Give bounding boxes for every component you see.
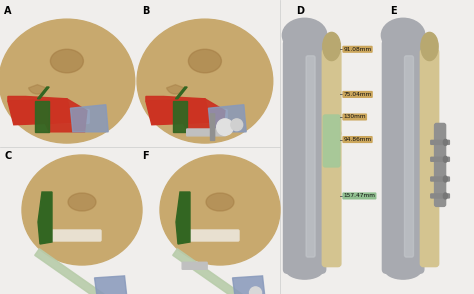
Text: D: D — [296, 6, 304, 16]
Ellipse shape — [443, 156, 447, 162]
Ellipse shape — [22, 155, 142, 265]
FancyBboxPatch shape — [210, 114, 215, 141]
Polygon shape — [146, 99, 211, 125]
FancyBboxPatch shape — [431, 194, 449, 198]
Ellipse shape — [188, 49, 221, 73]
Polygon shape — [71, 105, 108, 132]
Text: F: F — [142, 151, 149, 161]
Text: C: C — [4, 151, 11, 161]
Polygon shape — [94, 276, 128, 294]
Polygon shape — [38, 192, 52, 244]
Ellipse shape — [323, 32, 340, 61]
Wedge shape — [28, 85, 46, 94]
Ellipse shape — [37, 212, 67, 228]
Ellipse shape — [231, 119, 243, 131]
Ellipse shape — [160, 155, 280, 265]
FancyBboxPatch shape — [22, 110, 89, 123]
Text: 75.04mm: 75.04mm — [343, 92, 372, 97]
FancyBboxPatch shape — [49, 230, 101, 241]
FancyBboxPatch shape — [404, 56, 413, 257]
FancyBboxPatch shape — [182, 262, 207, 269]
Ellipse shape — [50, 49, 83, 73]
FancyBboxPatch shape — [431, 140, 449, 144]
Polygon shape — [146, 96, 225, 132]
Polygon shape — [176, 192, 190, 244]
Polygon shape — [233, 276, 265, 294]
Text: 91.08mm: 91.08mm — [343, 47, 372, 52]
Text: A: A — [4, 6, 11, 16]
Ellipse shape — [443, 176, 447, 182]
Ellipse shape — [217, 119, 233, 135]
Ellipse shape — [0, 19, 135, 143]
Polygon shape — [173, 101, 187, 132]
FancyBboxPatch shape — [322, 49, 341, 267]
Ellipse shape — [206, 193, 234, 211]
Text: E: E — [390, 6, 397, 16]
FancyBboxPatch shape — [306, 56, 315, 257]
Polygon shape — [175, 87, 187, 99]
FancyBboxPatch shape — [187, 230, 239, 241]
Ellipse shape — [68, 193, 96, 211]
Ellipse shape — [421, 32, 438, 61]
Polygon shape — [37, 87, 49, 99]
Text: 130mm: 130mm — [343, 114, 366, 119]
Polygon shape — [209, 105, 246, 132]
Ellipse shape — [443, 139, 447, 145]
FancyBboxPatch shape — [160, 110, 227, 123]
FancyBboxPatch shape — [187, 129, 226, 136]
FancyBboxPatch shape — [420, 49, 438, 267]
Ellipse shape — [385, 259, 421, 279]
Polygon shape — [173, 249, 243, 294]
FancyBboxPatch shape — [431, 177, 449, 181]
Polygon shape — [8, 96, 87, 132]
FancyBboxPatch shape — [323, 115, 340, 167]
FancyBboxPatch shape — [435, 123, 446, 206]
Ellipse shape — [137, 19, 273, 143]
Ellipse shape — [382, 18, 425, 52]
FancyBboxPatch shape — [283, 40, 326, 273]
Text: 94.86mm: 94.86mm — [343, 137, 372, 142]
Ellipse shape — [443, 193, 447, 199]
FancyBboxPatch shape — [431, 157, 449, 161]
Wedge shape — [166, 85, 184, 94]
Text: 157.47mm: 157.47mm — [343, 193, 375, 198]
FancyBboxPatch shape — [383, 40, 424, 273]
Polygon shape — [35, 101, 49, 132]
Polygon shape — [8, 99, 73, 125]
Ellipse shape — [283, 18, 327, 52]
Ellipse shape — [286, 259, 323, 279]
Polygon shape — [35, 249, 105, 294]
Ellipse shape — [96, 62, 132, 83]
Ellipse shape — [249, 287, 262, 294]
Ellipse shape — [175, 212, 205, 228]
Text: B: B — [142, 6, 149, 16]
Ellipse shape — [235, 62, 270, 83]
